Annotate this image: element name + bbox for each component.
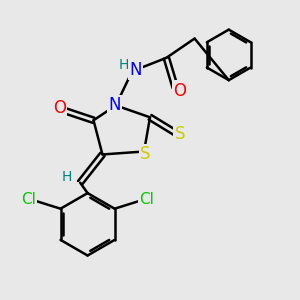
Text: N: N	[108, 96, 121, 114]
Text: O: O	[53, 99, 66, 117]
Text: H: H	[119, 58, 129, 72]
Text: N: N	[130, 61, 142, 79]
Text: S: S	[175, 125, 185, 143]
Text: O: O	[173, 82, 186, 100]
Text: H: H	[61, 170, 72, 184]
Text: Cl: Cl	[139, 192, 154, 207]
Text: Cl: Cl	[21, 192, 36, 207]
Text: S: S	[140, 146, 151, 164]
